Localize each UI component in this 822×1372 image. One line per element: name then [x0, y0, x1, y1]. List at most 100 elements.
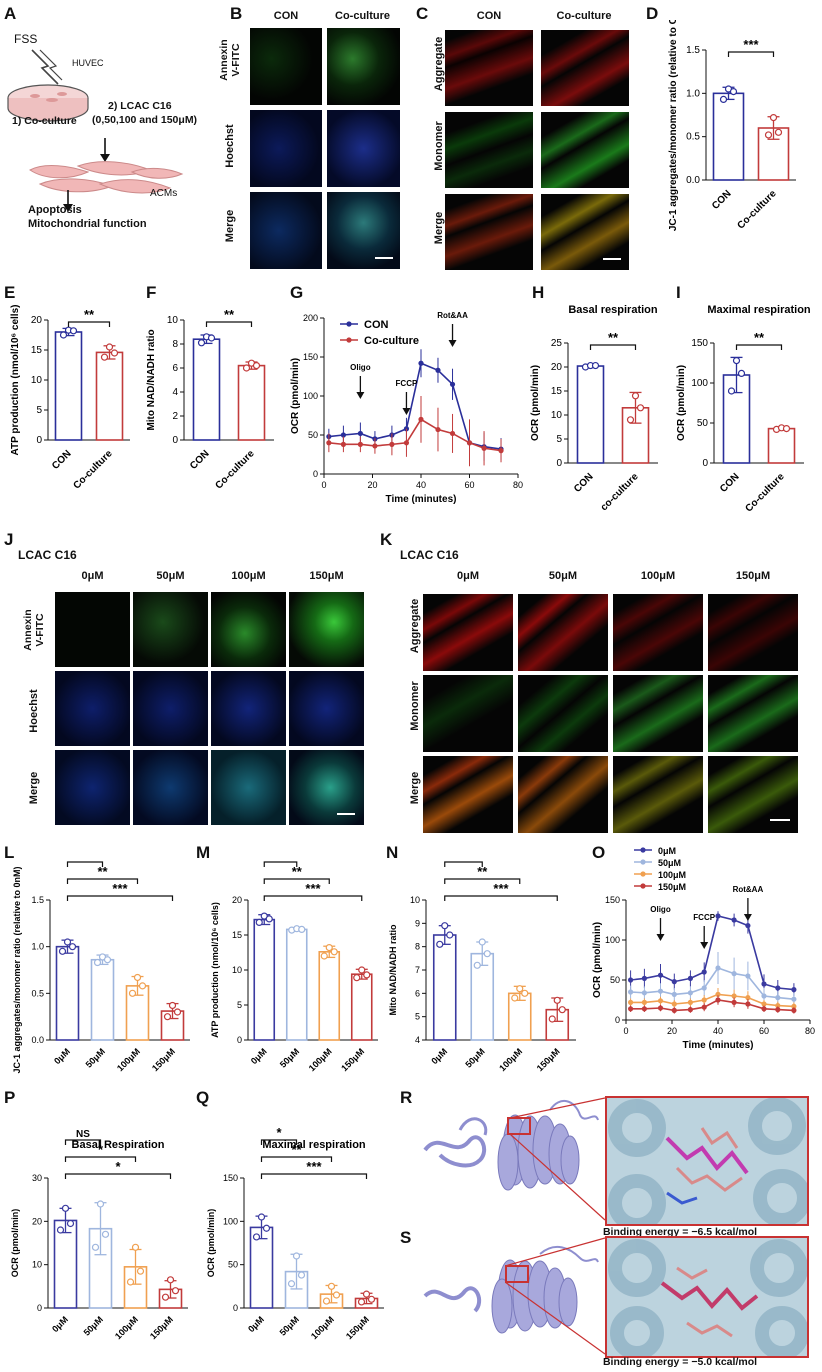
data-point — [418, 416, 424, 422]
micrograph-k-merge-100 — [613, 756, 703, 833]
injection-arrowhead — [448, 340, 457, 347]
data-point — [449, 430, 456, 437]
y-axis-label: OCR (pmol/min) — [206, 1209, 216, 1278]
y-tick-label: 1.5 — [686, 45, 700, 56]
binding-energy-s: Binding energy = −5.0 kcal/mol — [602, 1356, 758, 1368]
y-axis-label: OCR (pmol/min) — [290, 358, 301, 434]
significance-label: ** — [608, 330, 619, 345]
data-point — [473, 961, 481, 969]
data-point — [701, 1004, 707, 1010]
bar — [350, 973, 373, 1041]
data-point — [657, 1005, 664, 1011]
bar — [249, 1226, 274, 1309]
chart-o: 0 50 100 150 0 20 40 60 80 Time (minutes) OCR (pmo… — [592, 846, 815, 1051]
data-point — [731, 999, 737, 1005]
significance-bracket — [64, 1139, 102, 1145]
micrograph-j-merge-0 — [55, 750, 130, 825]
injection-label: Rot&AA — [733, 885, 764, 894]
y-axis-label: Mito NAD/NADH ratio — [388, 924, 398, 1015]
x-tick-label: CON — [710, 188, 734, 212]
x-tick-label: 150μM — [148, 1314, 175, 1341]
micrograph-b-merge-co — [327, 192, 400, 269]
panel-letter-k: K — [380, 530, 393, 549]
bar — [90, 958, 115, 1041]
binding-site-zoom-s — [605, 1236, 809, 1358]
chart-h: Basal respiration 0 5 10 15 20 25 OCR (pmol/min… — [530, 304, 658, 513]
y-tick-label: 4 — [172, 387, 178, 398]
data-point — [791, 996, 797, 1002]
y-tick-label: 25 — [551, 338, 563, 349]
significance-label: *** — [112, 881, 128, 896]
y-tick-label: 15 — [232, 930, 242, 940]
significance-bracket — [263, 878, 330, 884]
chart-m: 0 5 10 15 20 ATP production (nmol/10⁶ cells) 0… — [210, 860, 378, 1073]
data-point — [161, 1293, 170, 1301]
panel-letter-s: S — [400, 1228, 412, 1247]
significance-label: * — [98, 1142, 104, 1157]
y-tick-label: 150 — [605, 895, 620, 905]
step2-label: 2) LCAC C16 — [108, 100, 172, 112]
x-tick-label: CON — [50, 448, 74, 472]
data-point — [93, 958, 102, 967]
data-point — [59, 331, 68, 339]
y-tick-label: 9 — [415, 918, 420, 928]
data-point — [641, 999, 647, 1005]
bar — [54, 331, 83, 441]
y-tick-label: 10 — [232, 965, 242, 975]
bar — [95, 351, 124, 441]
micrograph-j-hoechst-150 — [289, 671, 364, 746]
data-point — [131, 1243, 140, 1251]
significance-bracket — [735, 344, 783, 350]
panel-letter-c: C — [416, 4, 429, 23]
significance-label: NS — [76, 1129, 90, 1140]
micrograph-b-merge-con — [250, 192, 322, 269]
data-point — [105, 343, 114, 351]
chart-title: Basal respiration — [568, 304, 658, 316]
y-axis-label: OCR (pmol/min) — [592, 922, 603, 998]
panel-letter-m: M — [196, 843, 211, 862]
y-tick-label: 15 — [31, 345, 43, 356]
data-point — [745, 973, 751, 979]
y-tick-label: 20 — [31, 315, 43, 326]
significance-bracket — [260, 1173, 368, 1179]
outcome-apoptosis: Apoptosis — [28, 204, 82, 216]
micrograph-j-annexin-0 — [55, 592, 130, 667]
data-point — [418, 360, 424, 366]
data-point — [775, 995, 781, 1001]
x-tick-label: 0 — [321, 480, 326, 490]
data-point — [478, 938, 486, 946]
data-point — [701, 997, 707, 1003]
data-point — [791, 1007, 797, 1013]
micrograph-k-aggregate-100 — [613, 594, 703, 671]
bar — [432, 934, 457, 1041]
x-tick-label: 80 — [513, 480, 523, 490]
data-point — [262, 1224, 271, 1232]
injection-label: Oligo — [350, 363, 371, 372]
panel-b-row-hoechst: Hoechst — [224, 124, 236, 168]
data-point — [287, 1280, 296, 1288]
zoom-connector-s — [505, 1237, 606, 1355]
panel-letter-l: L — [4, 843, 15, 862]
y-tick-label: 150 — [303, 352, 318, 362]
significance-label: ** — [477, 864, 488, 879]
y-tick-label: 6 — [415, 988, 420, 998]
data-point — [128, 989, 137, 997]
y-tick-label: 30 — [32, 1173, 42, 1183]
micrograph-k-monomer-0 — [423, 675, 513, 752]
micrograph-j-merge-100 — [211, 750, 286, 825]
y-tick-label: 2 — [172, 411, 178, 422]
data-point — [133, 973, 142, 982]
panel-letter-e: E — [4, 283, 16, 302]
panel-k-col-100: 100μM — [640, 570, 676, 582]
data-point — [91, 1243, 100, 1251]
x-tick-label: 60 — [759, 1026, 769, 1036]
y-axis-label: JC-1 aggregates/monomer ratio (relative … — [668, 20, 679, 231]
y-tick-label: 20 — [32, 1216, 42, 1226]
significance-label: * — [276, 1125, 282, 1140]
y-tick-label: 20 — [551, 362, 563, 373]
y-tick-label: 200 — [303, 313, 318, 323]
data-point — [657, 988, 664, 994]
y-axis-label: OCR (pmol/min) — [10, 1209, 20, 1278]
x-tick-label: 0μM — [249, 1046, 269, 1066]
data-point — [775, 985, 781, 991]
